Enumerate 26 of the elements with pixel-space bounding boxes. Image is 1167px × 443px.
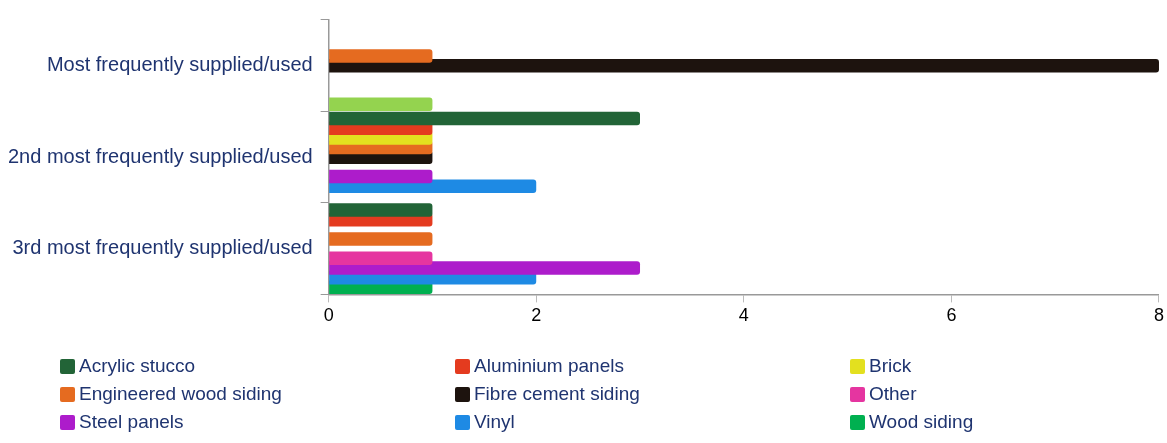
legend-label: Aluminium panels	[474, 355, 624, 377]
bar	[329, 111, 641, 126]
bar	[329, 203, 433, 217]
bar	[329, 251, 433, 266]
legend-label: Acrylic stucco	[79, 355, 196, 377]
legend-label: Wood siding	[869, 411, 974, 433]
legend-label: Engineered wood siding	[79, 383, 282, 405]
y-tick-label: Most frequently supplied/used	[46, 53, 313, 76]
legend-label: Other	[869, 383, 917, 405]
bar	[329, 169, 433, 184]
legend-label: Brick	[869, 355, 912, 377]
x-tick-label: 8	[1153, 305, 1164, 326]
legend-label: Fibre cement siding	[474, 383, 640, 405]
y-tick-label: 2nd most frequently supplied/used	[8, 144, 313, 167]
x-tick-label: 2	[531, 305, 542, 326]
legend-label: Vinyl	[474, 411, 515, 433]
x-tick-label: 0	[323, 305, 334, 326]
bar	[329, 261, 641, 275]
x-tick-label: 6	[946, 305, 957, 326]
legend-label: Steel panels	[79, 411, 184, 433]
bar	[329, 58, 1159, 73]
bar	[329, 232, 433, 246]
y-tick-label: 3rd most frequently supplied/used	[12, 236, 313, 259]
bar	[329, 49, 433, 63]
x-tick-label: 4	[738, 305, 749, 326]
bar	[329, 97, 433, 112]
